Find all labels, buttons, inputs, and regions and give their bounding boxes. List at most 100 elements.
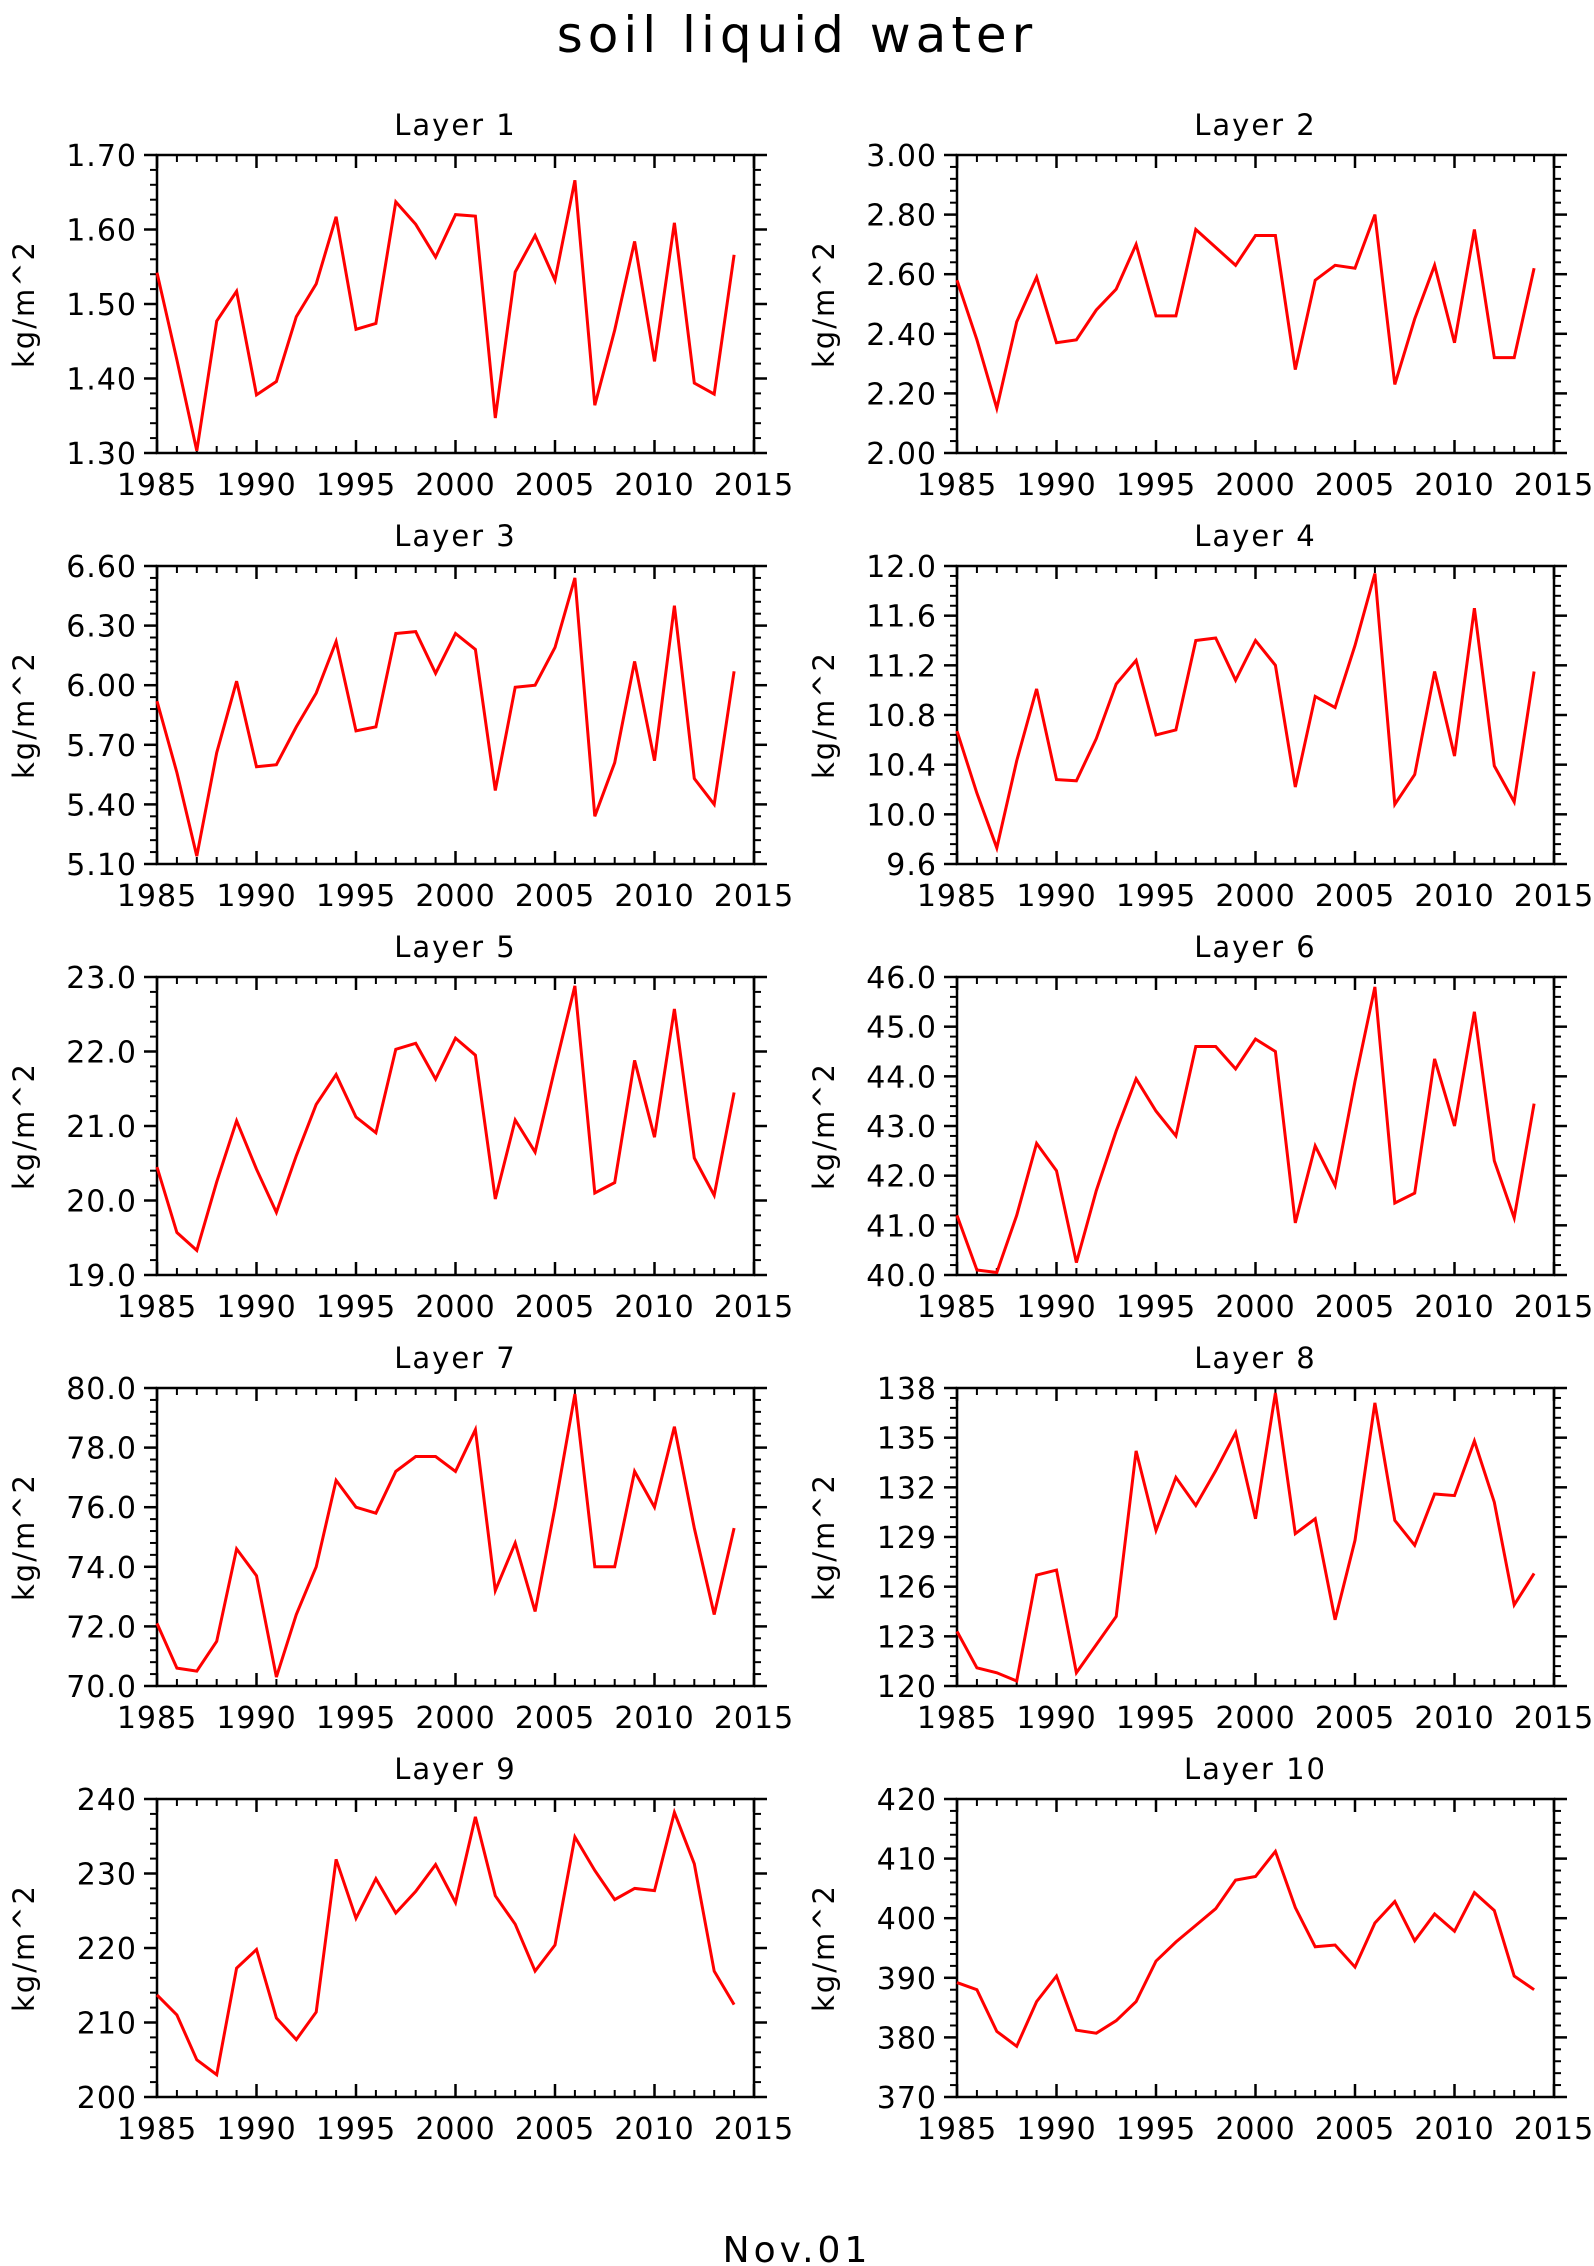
y-tick-label: 12.0 [866, 550, 937, 585]
y-tick-label: 138 [877, 1372, 937, 1407]
y-tick-label: 220 [77, 1932, 137, 1967]
x-tick-label: 2015 [714, 2112, 794, 2147]
y-tick-label: 20.0 [66, 1185, 137, 1220]
series-line [955, 573, 1536, 854]
x-tick-label: 1990 [216, 1701, 296, 1736]
y-axis-label: kg/m^2 [807, 1062, 841, 1190]
y-axis-label: kg/m^2 [807, 1884, 841, 2012]
plot-frame [955, 153, 1556, 455]
y-tick-label: 9.6 [886, 848, 937, 883]
y-tick-label: 410 [877, 1843, 937, 1878]
x-tick-label: 1985 [917, 468, 997, 503]
x-tick-label: 2010 [1414, 468, 1494, 503]
x-tick-label: 2005 [1315, 1701, 1395, 1736]
y-axis-label: kg/m^2 [7, 1062, 41, 1190]
y-tick-label: 132 [877, 1471, 937, 1506]
x-tick-label: 1990 [1016, 1701, 1096, 1736]
panel-9: Layer 9 1985 1990 1995 2000 2005 2010 2015 200 21… [7, 1752, 794, 2147]
y-tick-label: 74.0 [66, 1551, 137, 1586]
x-tick-label: 1995 [316, 468, 396, 503]
y-tick-label: 123 [877, 1620, 937, 1655]
y-tick-label: 240 [77, 1783, 137, 1818]
panel-title: Layer 8 [1194, 1341, 1317, 1375]
x-tick-label: 2010 [614, 1701, 694, 1736]
y-tick-label: 6.30 [66, 610, 137, 645]
panel-title: Layer 9 [394, 1752, 517, 1786]
series-line [155, 180, 736, 452]
x-tick-label: 2015 [714, 1701, 794, 1736]
x-tick-label: 2015 [1514, 2112, 1594, 2147]
figure-title: soil liquid water [557, 6, 1038, 64]
x-tick-label: 1995 [1116, 468, 1196, 503]
panel-title: Layer 10 [1184, 1752, 1327, 1786]
x-tick-label: 2005 [1315, 1290, 1395, 1325]
x-tick-label: 2010 [1414, 879, 1494, 914]
y-tick-label: 390 [877, 1962, 937, 1997]
y-tick-label: 1.30 [66, 437, 137, 472]
y-tick-label: 2.00 [866, 437, 937, 472]
y-tick-label: 200 [77, 2081, 137, 2116]
panel-title: Layer 1 [394, 108, 517, 142]
y-tick-label: 72.0 [66, 1610, 137, 1645]
x-tick-label: 2005 [1315, 468, 1395, 503]
panel-5: Layer 5 1985 1990 1995 2000 2005 2010 2015 19.0 2… [7, 930, 794, 1325]
plot-frame [155, 564, 756, 866]
y-tick-label: 380 [877, 2021, 937, 2056]
x-tick-label: 2015 [1514, 1701, 1594, 1736]
y-axis-label: kg/m^2 [807, 651, 841, 779]
x-tick-label: 2015 [714, 879, 794, 914]
x-tick-label: 1990 [216, 2112, 296, 2147]
y-tick-label: 42.0 [866, 1160, 937, 1195]
y-tick-label: 2.20 [866, 377, 937, 412]
x-tick-label: 1995 [1116, 2112, 1196, 2147]
series-line [155, 1393, 736, 1678]
x-tick-label: 2015 [1514, 468, 1594, 503]
y-axis-label: kg/m^2 [7, 1473, 41, 1601]
x-tick-label: 1990 [1016, 1290, 1096, 1325]
panel-7: Layer 7 1985 1990 1995 2000 2005 2010 2015 70.0 7… [7, 1341, 794, 1736]
y-tick-label: 22.0 [66, 1036, 137, 1071]
plot-frame [155, 153, 756, 455]
panels: Layer 1 1985 1990 1995 2000 2005 2010 2015 1.30 1… [7, 108, 1594, 2147]
x-tick-label: 1990 [1016, 879, 1096, 914]
x-tick-label: 2015 [714, 1290, 794, 1325]
y-tick-label: 1.70 [66, 139, 137, 174]
y-tick-label: 2.40 [866, 318, 937, 353]
x-tick-label: 2010 [614, 2112, 694, 2147]
x-tick-label: 2000 [1215, 1701, 1295, 1736]
plot-frame [155, 975, 756, 1277]
series-line [955, 986, 1536, 1275]
panel-title: Layer 7 [394, 1341, 517, 1375]
series-line [955, 1392, 1536, 1684]
x-tick-label: 2010 [1414, 1290, 1494, 1325]
x-tick-label: 2000 [1215, 1290, 1295, 1325]
x-tick-label: 1995 [1116, 1290, 1196, 1325]
y-tick-label: 80.0 [66, 1372, 137, 1407]
y-axis-label: kg/m^2 [7, 1884, 41, 2012]
x-tick-label: 2000 [415, 879, 495, 914]
x-tick-label: 2005 [515, 1701, 595, 1736]
series-line [956, 1848, 1535, 2049]
x-tick-label: 2000 [1215, 879, 1295, 914]
x-tick-label: 1985 [117, 1290, 197, 1325]
x-tick-label: 2005 [515, 1290, 595, 1325]
y-tick-label: 23.0 [66, 961, 137, 996]
x-tick-label: 2010 [614, 468, 694, 503]
y-tick-label: 1.40 [66, 363, 137, 398]
x-tick-label: 1990 [1016, 2112, 1096, 2147]
y-tick-label: 11.2 [866, 649, 937, 684]
y-tick-label: 10.8 [866, 699, 937, 734]
x-tick-label: 1995 [316, 2112, 396, 2147]
y-tick-label: 120 [877, 1670, 937, 1705]
y-tick-label: 3.00 [866, 139, 937, 174]
y-tick-label: 5.40 [66, 788, 137, 823]
x-tick-label: 1985 [917, 879, 997, 914]
y-tick-label: 70.0 [66, 1670, 137, 1705]
y-tick-label: 21.0 [66, 1110, 137, 1145]
x-tick-label: 2000 [415, 1701, 495, 1736]
plot-frame [955, 564, 1556, 866]
y-axis-label: kg/m^2 [807, 240, 841, 368]
y-tick-label: 2.60 [866, 258, 937, 293]
y-tick-label: 5.10 [66, 848, 137, 883]
x-tick-label: 2010 [1414, 1701, 1494, 1736]
